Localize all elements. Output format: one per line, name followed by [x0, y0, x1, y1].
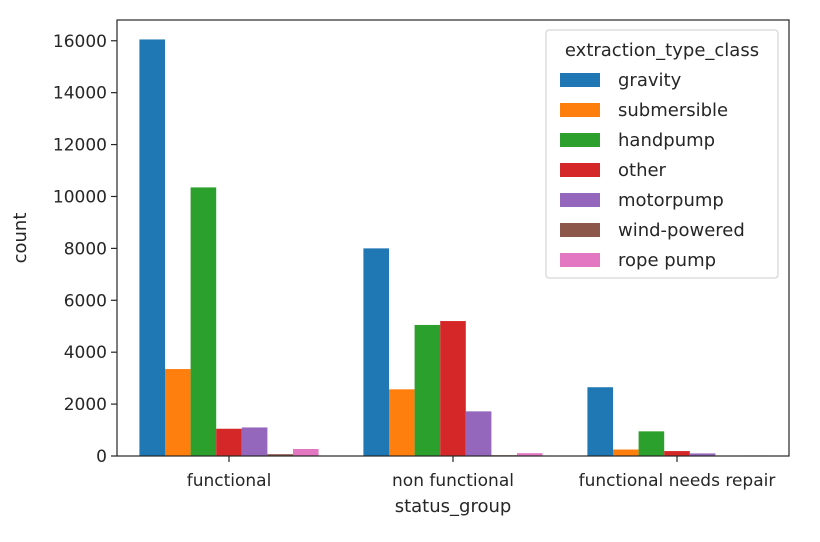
- x-axis-label: status_group: [395, 496, 512, 517]
- bar-handpump-functional: [190, 187, 217, 456]
- legend-label: rope pump: [618, 250, 716, 271]
- legend-items: gravity submersible handpump other motorpump…: [560, 70, 745, 271]
- axes-layer: 0 2000 4000 6000 8000 10000 12000 14000 16000 fun…: [53, 19, 790, 491]
- y-tick-label: 8000: [64, 239, 107, 259]
- legend-swatch: [560, 103, 600, 117]
- legend-swatch: [560, 133, 600, 147]
- y-tick-label: 4000: [64, 343, 107, 363]
- legend: extraction_type_class gravity submersible…: [545, 29, 779, 279]
- y-tick-label: 2000: [64, 395, 107, 415]
- bar-submersible-functional-needs-repair: [613, 449, 639, 456]
- y-tick-label: 6000: [64, 291, 107, 311]
- bar-submersible-functional: [165, 369, 191, 456]
- bar-gravity-functional-needs-repair: [587, 387, 613, 456]
- y-tick-label: 16000: [53, 32, 107, 52]
- bars-layer: [139, 39, 767, 457]
- legend-swatch: [560, 223, 600, 237]
- x-tick-label: functional: [187, 471, 272, 491]
- legend-swatch: [560, 253, 600, 267]
- legend-label: handpump: [618, 130, 715, 151]
- bar-submersible-non-functional: [389, 389, 415, 456]
- legend-label: motorpump: [618, 190, 724, 211]
- bar-rope-pump-functional: [293, 448, 319, 456]
- y-axis-label: count: [10, 213, 31, 264]
- bar-wind-powered-functional: [267, 454, 293, 456]
- x-tick-label: functional needs repair: [579, 471, 776, 491]
- bar-gravity-non-functional: [363, 248, 389, 456]
- x-tick-label: non functional: [392, 471, 514, 491]
- bar-rope-pump-non-functional: [517, 453, 543, 456]
- y-tick-label: 12000: [53, 136, 107, 156]
- y-tick-label: 10000: [53, 187, 107, 207]
- legend-label: submersible: [618, 100, 728, 121]
- bar-other-functional: [216, 428, 242, 456]
- legend-box: [545, 29, 779, 279]
- bar-motorpump-non-functional: [465, 411, 492, 456]
- bar-handpump-functional-needs-repair: [638, 431, 665, 456]
- bar-other-non-functional: [440, 321, 466, 456]
- legend-swatch: [560, 193, 600, 207]
- legend-swatch: [560, 73, 600, 87]
- y-tick-label: 14000: [53, 84, 107, 104]
- bar-gravity-functional: [139, 39, 165, 457]
- legend-label: wind-powered: [618, 220, 745, 241]
- legend-title: extraction_type_class: [565, 40, 759, 61]
- bar-motorpump-functional: [241, 427, 268, 456]
- legend-swatch: [560, 163, 600, 177]
- legend-label: gravity: [618, 70, 682, 91]
- y-tick-label: 0: [96, 447, 107, 467]
- legend-label: other: [618, 160, 667, 181]
- bar-motorpump-functional-needs-repair: [689, 453, 716, 456]
- bar-handpump-non-functional: [414, 324, 441, 456]
- bar-other-functional-needs-repair: [664, 451, 690, 456]
